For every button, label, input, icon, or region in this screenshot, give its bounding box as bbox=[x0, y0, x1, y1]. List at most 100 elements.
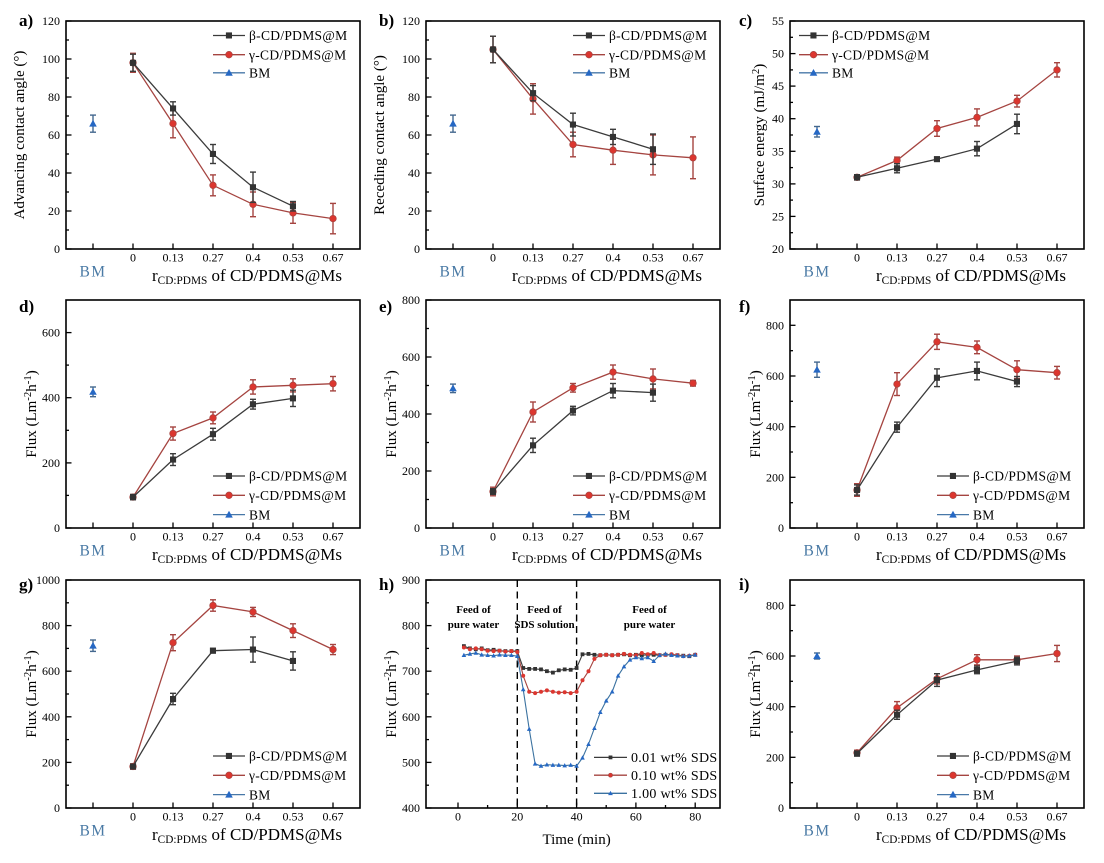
svg-text:0.4: 0.4 bbox=[970, 530, 985, 544]
svg-text:g): g) bbox=[19, 575, 33, 594]
svg-text:β-CD/PDMS@M: β-CD/PDMS@M bbox=[249, 749, 347, 764]
svg-text:20: 20 bbox=[511, 810, 523, 824]
svg-text:Feed of: Feed of bbox=[527, 604, 562, 616]
svg-text:0.67: 0.67 bbox=[683, 530, 704, 544]
svg-text:BM: BM bbox=[973, 507, 995, 522]
svg-text:BM: BM bbox=[79, 543, 106, 560]
svg-text:60: 60 bbox=[408, 128, 420, 142]
svg-text:0.27: 0.27 bbox=[927, 810, 948, 824]
svg-text:Time (min): Time (min) bbox=[542, 832, 610, 848]
svg-text:Flux (Lm-2h-1): Flux (Lm-2h-1) bbox=[382, 650, 400, 738]
svg-text:Receding contact angle (°): Receding contact angle (°) bbox=[372, 55, 388, 215]
svg-text:20: 20 bbox=[408, 204, 420, 218]
svg-text:β-CD/PDMS@M: β-CD/PDMS@M bbox=[249, 469, 347, 484]
svg-text:800: 800 bbox=[402, 619, 420, 633]
svg-text:γ-CD/PDMS@M: γ-CD/PDMS@M bbox=[608, 488, 706, 503]
svg-text:0.4: 0.4 bbox=[606, 251, 621, 265]
svg-text:Flux (Lm-2h-1): Flux (Lm-2h-1) bbox=[746, 370, 764, 458]
svg-text:35: 35 bbox=[772, 144, 784, 158]
svg-text:0: 0 bbox=[130, 810, 136, 824]
svg-text:900: 900 bbox=[402, 573, 420, 587]
svg-text:100: 100 bbox=[402, 52, 420, 66]
svg-text:0: 0 bbox=[854, 810, 860, 824]
svg-text:400: 400 bbox=[766, 420, 784, 434]
svg-text:Flux (Lm-2h-1): Flux (Lm-2h-1) bbox=[382, 370, 400, 458]
svg-text:40: 40 bbox=[772, 112, 784, 126]
svg-text:rCD:PDMS of CD/PDMS@Ms: rCD:PDMS of CD/PDMS@Ms bbox=[512, 545, 702, 566]
svg-text:0.4: 0.4 bbox=[246, 810, 261, 824]
svg-text:0.13: 0.13 bbox=[887, 251, 908, 265]
svg-text:BM: BM bbox=[79, 264, 106, 281]
svg-text:0.13: 0.13 bbox=[163, 810, 184, 824]
svg-text:200: 200 bbox=[766, 470, 784, 484]
svg-text:β-CD/PDMS@M: β-CD/PDMS@M bbox=[249, 28, 347, 43]
svg-text:BM: BM bbox=[79, 823, 106, 840]
svg-text:40: 40 bbox=[408, 166, 420, 180]
svg-text:200: 200 bbox=[42, 755, 60, 769]
svg-text:400: 400 bbox=[766, 700, 784, 714]
svg-text:0: 0 bbox=[854, 530, 860, 544]
svg-text:200: 200 bbox=[766, 750, 784, 764]
svg-text:γ-CD/PDMS@M: γ-CD/PDMS@M bbox=[248, 488, 346, 503]
svg-text:0.67: 0.67 bbox=[323, 810, 344, 824]
svg-text:30: 30 bbox=[772, 177, 784, 191]
svg-text:0.4: 0.4 bbox=[970, 251, 985, 265]
svg-text:0.53: 0.53 bbox=[643, 530, 664, 544]
svg-text:γ-CD/PDMS@M: γ-CD/PDMS@M bbox=[248, 47, 346, 62]
svg-text:0.13: 0.13 bbox=[163, 530, 184, 544]
svg-text:400: 400 bbox=[42, 710, 60, 724]
svg-text:500: 500 bbox=[402, 755, 420, 769]
svg-text:Surface energy (mJ/m2): Surface energy (mJ/m2) bbox=[750, 64, 768, 207]
svg-text:800: 800 bbox=[402, 293, 420, 307]
svg-text:0.67: 0.67 bbox=[1047, 251, 1068, 265]
svg-text:1.00 wt% SDS: 1.00 wt% SDS bbox=[631, 787, 717, 802]
svg-text:0: 0 bbox=[778, 521, 784, 535]
svg-text:β-CD/PDMS@M: β-CD/PDMS@M bbox=[609, 28, 707, 43]
svg-text:BM: BM bbox=[832, 66, 854, 81]
svg-text:600: 600 bbox=[766, 369, 784, 383]
svg-text:0.27: 0.27 bbox=[203, 251, 224, 265]
svg-text:0: 0 bbox=[490, 251, 496, 265]
svg-text:Feed of: Feed of bbox=[456, 604, 491, 616]
svg-text:Flux (Lm-2h-1): Flux (Lm-2h-1) bbox=[22, 650, 40, 738]
svg-text:100: 100 bbox=[42, 52, 60, 66]
svg-text:0: 0 bbox=[54, 521, 60, 535]
svg-text:0.27: 0.27 bbox=[203, 810, 224, 824]
svg-text:β-CD/PDMS@M: β-CD/PDMS@M bbox=[973, 749, 1071, 764]
svg-text:0.67: 0.67 bbox=[683, 251, 704, 265]
svg-text:0.4: 0.4 bbox=[606, 530, 621, 544]
svg-text:γ-CD/PDMS@M: γ-CD/PDMS@M bbox=[972, 768, 1070, 783]
svg-text:600: 600 bbox=[766, 649, 784, 663]
svg-text:55: 55 bbox=[772, 14, 784, 28]
svg-text:0: 0 bbox=[414, 521, 420, 535]
svg-text:0.27: 0.27 bbox=[927, 530, 948, 544]
svg-text:BM: BM bbox=[609, 66, 631, 81]
svg-text:0.27: 0.27 bbox=[563, 251, 584, 265]
svg-text:BM: BM bbox=[439, 543, 466, 560]
svg-text:BM: BM bbox=[249, 787, 271, 802]
svg-text:50: 50 bbox=[772, 47, 784, 61]
svg-text:800: 800 bbox=[766, 318, 784, 332]
svg-text:0.13: 0.13 bbox=[523, 530, 544, 544]
svg-text:0.53: 0.53 bbox=[283, 530, 304, 544]
svg-text:700: 700 bbox=[402, 664, 420, 678]
svg-text:600: 600 bbox=[402, 350, 420, 364]
svg-text:60: 60 bbox=[48, 128, 60, 142]
svg-text:pure water: pure water bbox=[448, 619, 500, 631]
svg-text:0: 0 bbox=[54, 801, 60, 815]
svg-text:80: 80 bbox=[48, 90, 60, 104]
svg-text:120: 120 bbox=[42, 14, 60, 28]
svg-text:25: 25 bbox=[772, 209, 784, 223]
svg-text:200: 200 bbox=[42, 456, 60, 470]
svg-text:80: 80 bbox=[408, 90, 420, 104]
svg-text:Flux (Lm-2h-1): Flux (Lm-2h-1) bbox=[746, 650, 764, 738]
svg-text:45: 45 bbox=[772, 79, 784, 93]
svg-text:SDS solution: SDS solution bbox=[514, 619, 574, 631]
svg-text:200: 200 bbox=[402, 464, 420, 478]
svg-text:120: 120 bbox=[402, 14, 420, 28]
svg-text:BM: BM bbox=[803, 543, 830, 560]
svg-text:BM: BM bbox=[609, 507, 631, 522]
svg-text:γ-CD/PDMS@M: γ-CD/PDMS@M bbox=[248, 768, 346, 783]
svg-text:β-CD/PDMS@M: β-CD/PDMS@M bbox=[973, 469, 1071, 484]
svg-text:600: 600 bbox=[402, 710, 420, 724]
